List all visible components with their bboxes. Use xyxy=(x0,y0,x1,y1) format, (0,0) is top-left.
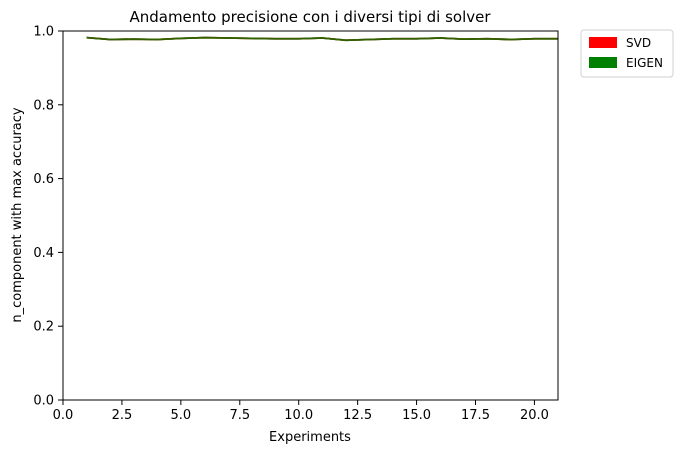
legend: SVD EIGEN xyxy=(580,29,674,78)
y-tick-label: 0.0 xyxy=(33,394,54,409)
x-tick-label: 7.5 xyxy=(229,408,250,423)
legend-label-svd: SVD xyxy=(626,36,651,50)
legend-swatch-eigen xyxy=(589,57,617,68)
y-tick-label: 0.8 xyxy=(33,98,54,113)
axes-frame xyxy=(62,30,559,401)
x-tick-label: 17.5 xyxy=(461,408,490,423)
chart-title: Andamento precisione con i diversi tipi … xyxy=(129,8,491,26)
x-tick-label: 15.0 xyxy=(402,408,431,423)
y-tick-label: 0.2 xyxy=(33,320,54,335)
series-line-overlap xyxy=(86,36,558,42)
x-axis-label: Experiments xyxy=(269,430,351,445)
y-tick-label: 0.4 xyxy=(33,246,54,261)
x-tick-label: 5.0 xyxy=(171,408,192,423)
x-tick-label: 0.0 xyxy=(53,408,74,423)
x-tick-label: 20.0 xyxy=(520,408,549,423)
x-tick-label: 10.0 xyxy=(284,408,313,423)
legend-swatch-svd xyxy=(589,37,617,48)
y-tick-label: 1.0 xyxy=(33,25,54,40)
y-tick-label: 0.6 xyxy=(33,172,54,187)
y-axis-label: n_component with max accuracy xyxy=(10,107,25,323)
plot-area: 0.0 2.5 5.0 7.5 10.0 12.5 15.0 17.5 20.0 0.0 0.2 0.… xyxy=(33,25,559,423)
legend-label-eigen: EIGEN xyxy=(626,56,663,70)
x-tick-label: 12.5 xyxy=(343,408,372,423)
x-tick-label: 2.5 xyxy=(112,408,133,423)
